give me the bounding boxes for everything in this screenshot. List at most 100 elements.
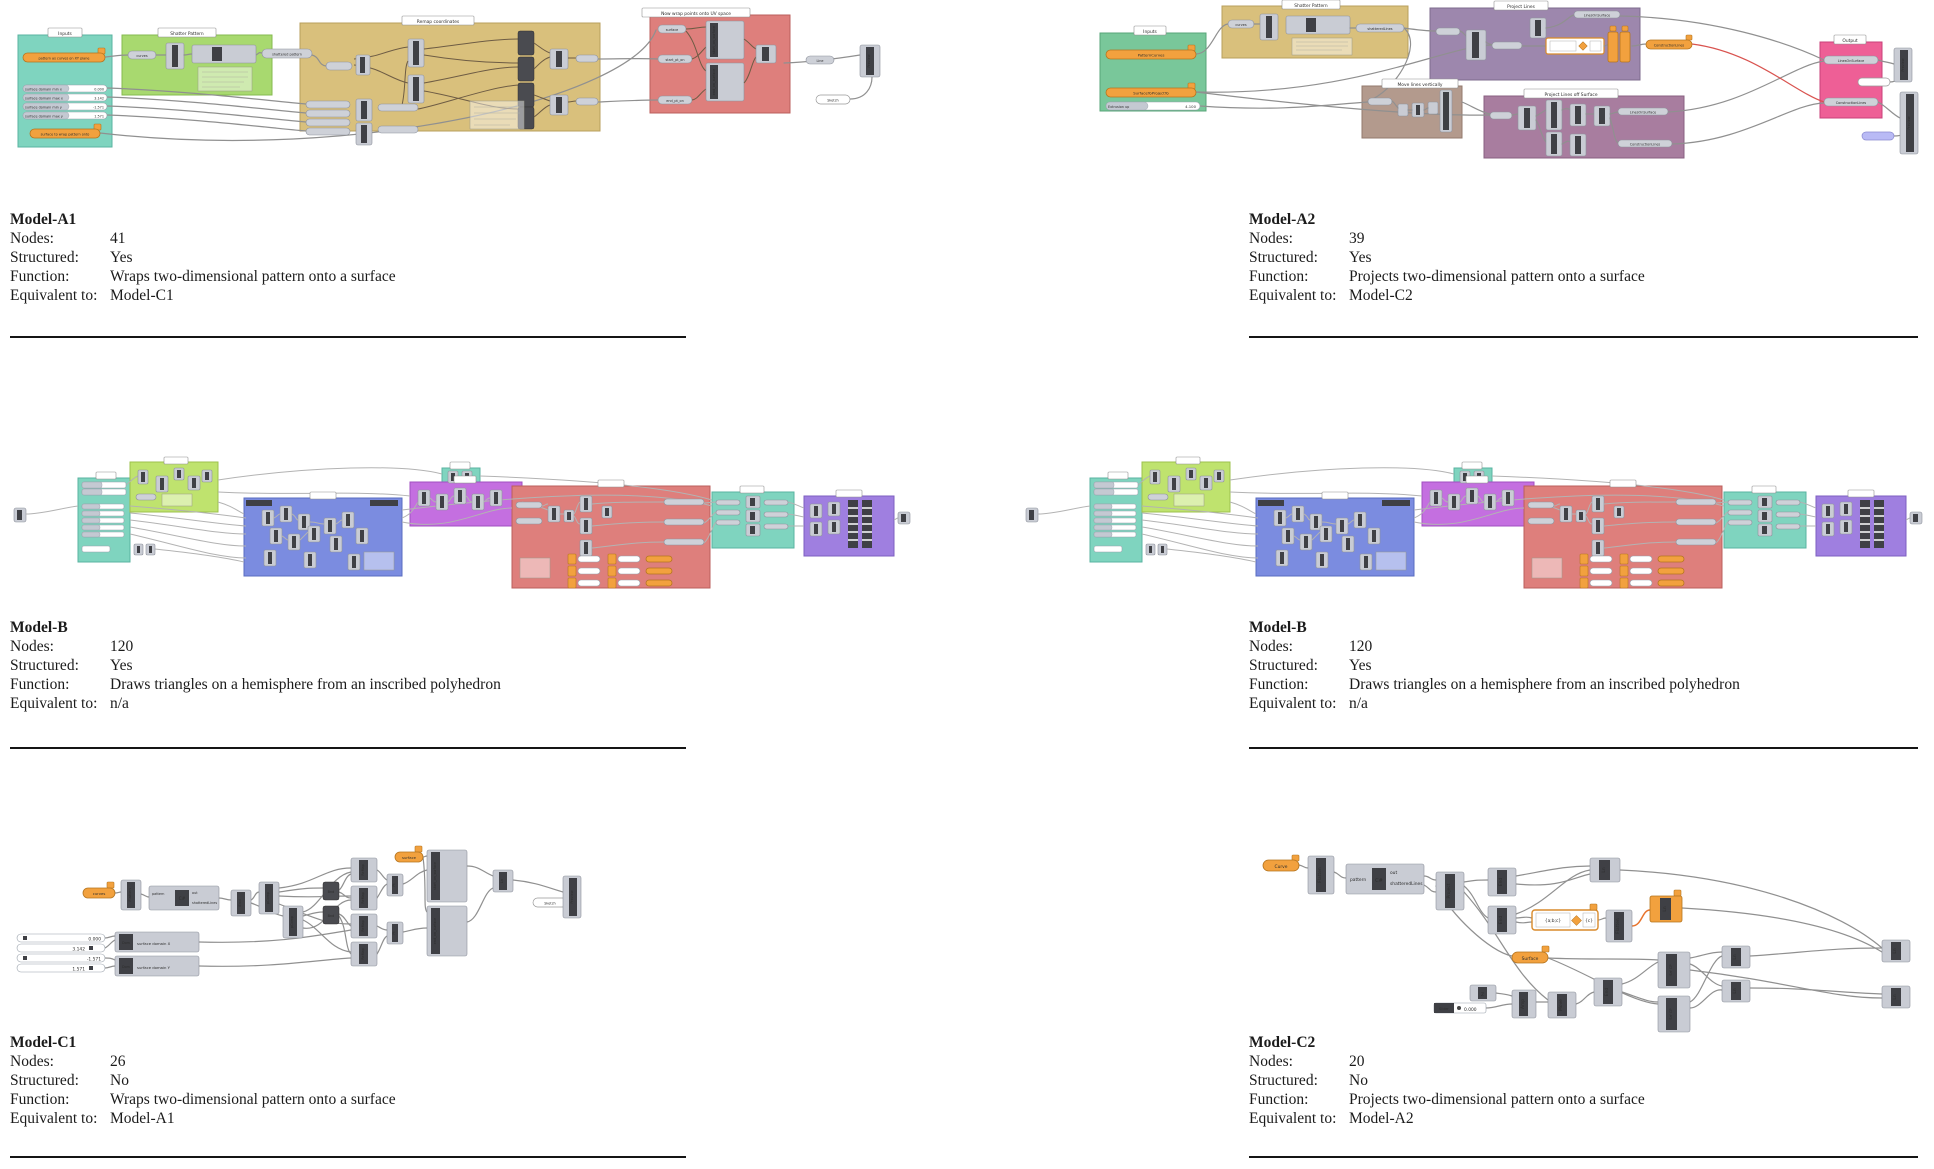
- svg-text:surface: surface: [666, 28, 679, 32]
- preview-nodes-a2: Preview Preview: [1857, 47, 1919, 155]
- svg-text:Ln: Ln: [1732, 988, 1738, 993]
- svg-text:0.000: 0.000: [88, 936, 101, 942]
- ln-node: Ln: [492, 869, 514, 893]
- bnd-node: Bnd: [322, 905, 340, 925]
- svg-text:pComp: pComp: [266, 892, 270, 904]
- inputs-group-content: pattern as curves on XY plane surface do…: [22, 47, 108, 139]
- svg-text:Shatter Pattern: Shatter Pattern: [170, 31, 204, 37]
- svg-text:surface to wrap pattern onto: surface to wrap pattern onto: [41, 133, 90, 137]
- group-labels-a1: Inputs Shatter Pattern Remap coordinates…: [47, 7, 751, 38]
- panel-info-model-b-right: Model-B Nodes: 120 Structured: Yes Functio…: [1249, 618, 1740, 713]
- surface-param-capsule: [29, 128, 101, 139]
- info-label-nodes: Nodes:: [1249, 1053, 1293, 1070]
- svg-text:Move: Move: [1558, 999, 1564, 1011]
- svg-text:Sketch: Sketch: [827, 99, 838, 103]
- pt-node: Pt: [386, 873, 404, 897]
- diagram-model-a1: pattern as curves on XY plane surface do…: [17, 7, 881, 148]
- line-capsule: [805, 55, 835, 65]
- svg-text:Flatten: Flatten: [1615, 918, 1621, 934]
- info-label-structured: Structured:: [10, 249, 79, 266]
- svg-text:curves: curves: [1235, 23, 1246, 27]
- srf-cp-node: Srf CP: [1657, 995, 1691, 1033]
- end-on-surface-node: end_on_surface: [426, 905, 468, 957]
- svg-text:Sketch: Sketch: [544, 902, 555, 906]
- svg-text:shatteredLines: shatteredLines: [1390, 881, 1423, 887]
- svg-text:Flatten: Flatten: [127, 888, 132, 902]
- slider-row: surface domain min x 0.000: [22, 84, 108, 93]
- shattered-pattern-capsule: [261, 48, 313, 59]
- info-label-equivalent: Equivalent to:: [10, 1110, 98, 1127]
- construct-lines-capsule: [1645, 39, 1693, 50]
- svg-text:-1.571: -1.571: [87, 956, 101, 962]
- domain-x-node: Dom surface domain X: [114, 931, 200, 953]
- svg-text:Project Lines off Surface: Project Lines off Surface: [1544, 92, 1597, 98]
- info-label-equivalent: Equivalent to:: [10, 287, 98, 304]
- info-value-equivalent: Model-C2: [1349, 287, 1413, 304]
- svg-text:3.142: 3.142: [72, 946, 85, 952]
- svg-text:Project Lines: Project Lines: [1507, 4, 1536, 10]
- diagram-model-c1: curves Flatten pattern C# out shatteredL…: [16, 845, 582, 977]
- project-lines-content: LinesOnSurface: [1435, 10, 1647, 63]
- svg-text:Extrusion up: Extrusion up: [1108, 105, 1129, 109]
- svg-text:shattered pattern: shattered pattern: [272, 53, 302, 57]
- ln-node: Ln: [1881, 985, 1911, 1009]
- info-value-equivalent: n/a: [110, 695, 129, 712]
- remap-node: ReMap: [350, 941, 378, 967]
- svg-text:ConstructionLines: ConstructionLines: [1836, 101, 1867, 105]
- svg-text:Preview: Preview: [867, 54, 871, 67]
- info-label-equivalent: Equivalent to:: [1249, 287, 1337, 304]
- panel-info-model-c2: Model-C2 Nodes: 20 Structured: No Function…: [1249, 1033, 1645, 1128]
- info-value-nodes: 39: [1349, 230, 1365, 247]
- svg-text:start_on_surface: start_on_surface: [712, 26, 716, 54]
- svg-text:surface domain Y: surface domain Y: [137, 965, 171, 970]
- svg-text:ReMap: ReMap: [361, 920, 365, 931]
- svg-text:SurfaceToProjectTo: SurfaceToProjectTo: [1133, 91, 1169, 96]
- svg-text:surface: surface: [402, 855, 417, 860]
- svg-text:ReMap: ReMap: [361, 948, 365, 959]
- info-label-equivalent: Equivalent to:: [1249, 1110, 1337, 1127]
- svg-text:PatternCurves: PatternCurves: [1138, 53, 1165, 58]
- wires-c2: [1298, 864, 1883, 1009]
- remap-node: ReMap: [350, 857, 378, 883]
- svg-text:End: End: [237, 899, 242, 907]
- inputs-a2-content: PatternCurves SurfaceToProjectTo Extrusi…: [1105, 44, 1201, 111]
- svg-text:surface domain max y: surface domain max y: [25, 114, 63, 118]
- amp-node: Amp: [1511, 989, 1537, 1019]
- info-label-nodes: Nodes:: [10, 638, 54, 655]
- wrap-group-content: surface start_pt_on end_pt_on start_on_s…: [657, 20, 777, 105]
- info-value-equivalent: Model-A2: [1349, 1110, 1414, 1127]
- move-node: Move: [1547, 991, 1577, 1019]
- end-node: End: [1593, 977, 1623, 1007]
- info-label-structured: Structured:: [1249, 249, 1318, 266]
- svg-text:ConstructionLines: ConstructionLines: [1630, 142, 1661, 146]
- svg-text:0.000: 0.000: [1464, 1007, 1477, 1013]
- svg-text:1.571: 1.571: [94, 114, 104, 118]
- svg-text:surface domain X: surface domain X: [137, 941, 171, 946]
- info-label-structured: Structured:: [1249, 1072, 1318, 1089]
- curves-param-capsule: [82, 887, 116, 899]
- info-label-function: Function:: [10, 676, 70, 693]
- info-value-equivalent: n/a: [1349, 695, 1368, 712]
- svg-text:ReMap: ReMap: [361, 864, 365, 875]
- svg-text:Preview: Preview: [1901, 58, 1905, 71]
- diagram-model-c2: Curve Flatten pattern C# out shatteredLi…: [1262, 854, 1911, 1033]
- info-label-function: Function:: [1249, 268, 1309, 285]
- slider-row: surface domain min y -1.571: [22, 102, 108, 111]
- bnd-node: Bnd: [322, 881, 340, 901]
- info-label-function: Function:: [10, 1091, 70, 1108]
- panel-title: Model-C2: [1249, 1034, 1316, 1051]
- svg-text:end_on_surface: end_on_surface: [712, 69, 716, 96]
- svg-text:ConstructionLines: ConstructionLines: [1654, 43, 1685, 47]
- svg-text:C#: C#: [179, 896, 186, 902]
- shatter-group-content: curves: [127, 42, 257, 92]
- divider: [1249, 1156, 1918, 1158]
- svg-text:Pt: Pt: [392, 931, 396, 935]
- info-label-nodes: Nodes:: [10, 1053, 54, 1070]
- diagram-model-b-right: [1025, 456, 1923, 589]
- svg-text:out: out: [1390, 870, 1397, 876]
- info-value-structured: Yes: [1349, 657, 1372, 674]
- info-value-function: Draws triangles on a hemisphere from an …: [1349, 676, 1740, 693]
- svg-text:Flatten: Flatten: [1317, 867, 1323, 883]
- panel-info-model-c1: Model-C1 Nodes: 26 Structured: No Function…: [10, 1033, 396, 1128]
- pattern-curves-capsule: [1105, 49, 1197, 60]
